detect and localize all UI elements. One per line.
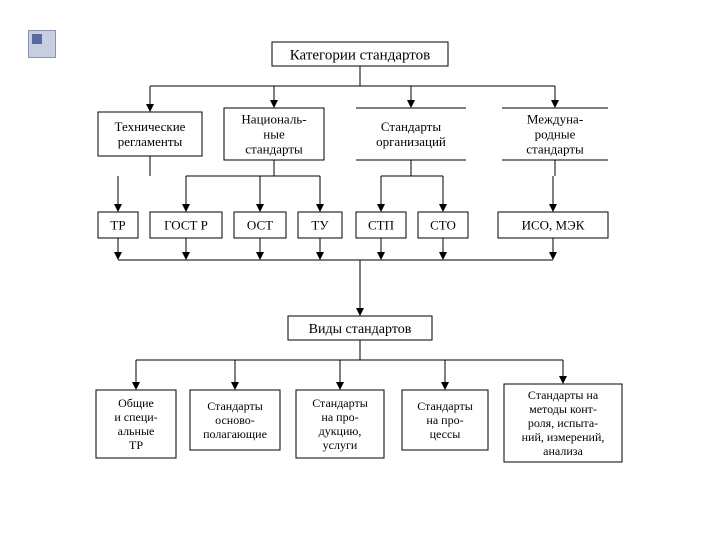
node-l3f: СТО [430, 218, 456, 233]
node-l2d: Междуна-родныестандарты [526, 112, 584, 157]
node-mid: Виды стандартов [309, 322, 412, 337]
node-l3d: ТУ [311, 218, 329, 233]
node-l2c: Стандартыорганизаций [376, 119, 446, 149]
node-root: Категории стандартов [290, 47, 431, 63]
node-l2a: Техническиерегламенты [115, 119, 186, 149]
node-l3g: ИСО, МЭК [522, 218, 585, 233]
node-l3b: ГОСТ Р [164, 218, 208, 233]
node-l3a: ТР [110, 218, 125, 233]
node-l3e: СТП [368, 218, 394, 233]
node-l3c: ОСТ [247, 218, 273, 233]
hierarchy-diagram: Категории стандартов Техническиерегламент… [0, 0, 720, 540]
